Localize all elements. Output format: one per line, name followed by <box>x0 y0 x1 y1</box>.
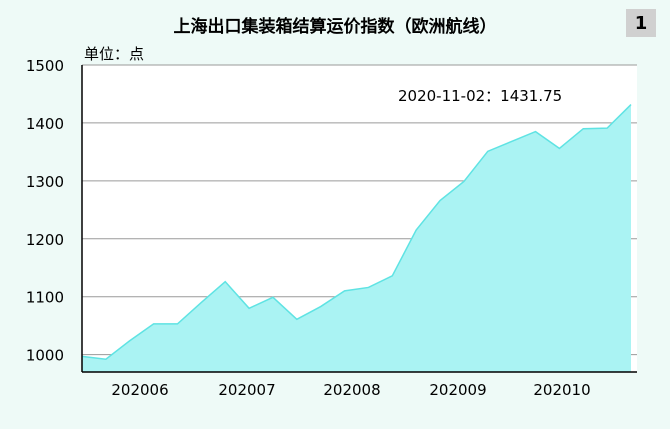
y-axis-ticks: 1000 1100 1200 1300 1400 1500 <box>26 57 64 365</box>
x-tick-label: 202007 <box>218 381 275 399</box>
x-tick-label: 202010 <box>533 381 590 399</box>
chart-title: 上海出口集装箱结算运价指数（欧洲航线） <box>173 17 497 37</box>
x-tick-label: 202006 <box>111 381 168 399</box>
y-tick-label: 1300 <box>26 173 64 191</box>
x-axis-ticks: 202006 202007 202008 202009 202010 <box>111 381 590 399</box>
page-number-badge: 1 <box>626 9 656 37</box>
x-tick-label: 202008 <box>323 381 380 399</box>
y-tick-label: 1400 <box>26 115 64 133</box>
series-line <box>81 103 632 361</box>
series-area <box>82 104 631 372</box>
unit-label: 单位：点 <box>84 45 145 63</box>
y-tick-label: 1200 <box>26 231 64 249</box>
y-tick-label: 1500 <box>26 57 64 75</box>
latest-value-annotation: 2020-11-02：1431.75 <box>398 87 562 105</box>
x-tick-label: 202009 <box>429 381 486 399</box>
axes <box>81 65 637 373</box>
y-tick-label: 1100 <box>26 289 64 307</box>
y-tick-label: 1000 <box>26 347 64 365</box>
